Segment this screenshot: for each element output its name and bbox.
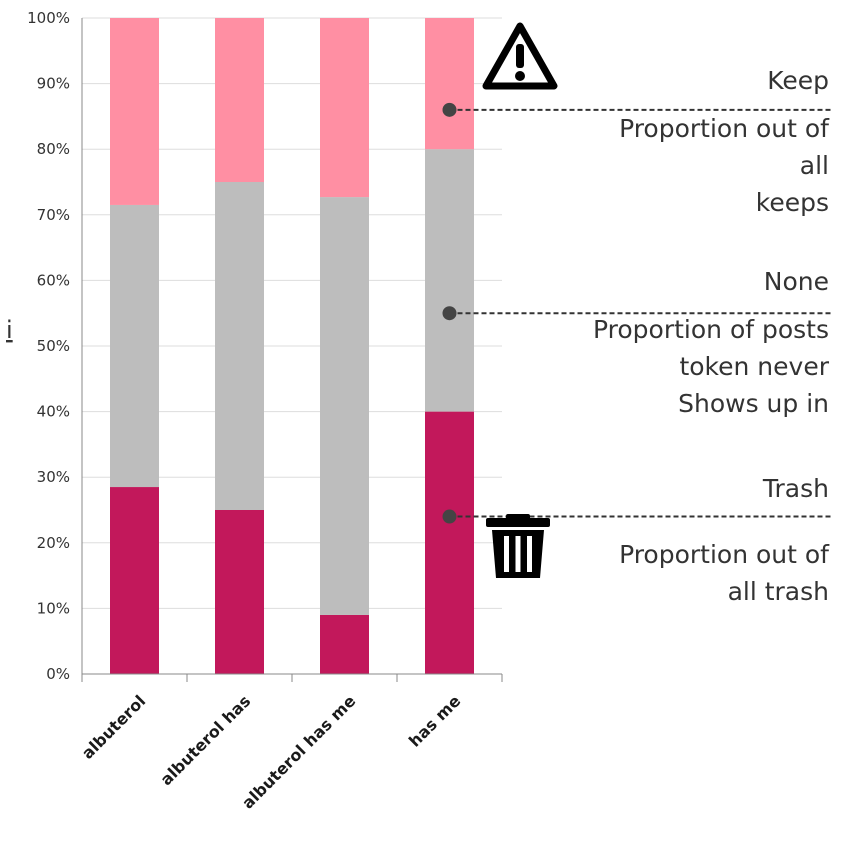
annotation-text: token never — [679, 352, 829, 381]
y-tick-label: 90% — [37, 75, 70, 93]
bar-trash — [110, 487, 159, 674]
y-tick-label: 30% — [37, 468, 70, 486]
annotation-text: Shows up in — [678, 389, 829, 418]
annotation-pointer-dot — [442, 306, 457, 321]
bar-trash — [320, 614, 369, 674]
annotation-text: keeps — [756, 188, 829, 217]
annotation-title: Keep — [767, 66, 829, 95]
annotation-title: Trash — [762, 474, 829, 503]
annotation-pointer-dot — [442, 102, 457, 117]
bar-none — [425, 149, 474, 412]
bar-keep — [110, 18, 159, 205]
annotation-pointer-dot — [442, 509, 457, 524]
trash-icon — [486, 514, 550, 578]
y-tick-label: 50% — [37, 337, 70, 355]
x-tick-label: has me — [405, 691, 464, 750]
y-tick-label: 40% — [37, 403, 70, 421]
x-tick-label: albuterol has me — [238, 691, 359, 812]
bar-keep — [320, 18, 369, 198]
y-tick-label: 10% — [37, 599, 70, 617]
annotation-text: Proportion out of — [619, 540, 830, 569]
annotation-text: all trash — [728, 577, 829, 606]
annotation-text: Proportion out of — [619, 114, 830, 143]
bar-trash — [215, 510, 264, 674]
y-tick-label: 70% — [37, 206, 70, 224]
bar-keep — [215, 18, 264, 182]
warning-icon — [482, 22, 558, 90]
y-tick-label: 100% — [27, 9, 70, 27]
y-tick-label: 80% — [37, 140, 70, 158]
y-tick-label: 20% — [37, 534, 70, 552]
bar-none — [110, 204, 159, 488]
annotation-text: all — [800, 151, 829, 180]
x-tick-label: albuterol — [78, 691, 149, 762]
bar-none — [215, 182, 264, 510]
y-tick-label: 60% — [37, 271, 70, 289]
bar-trash — [425, 411, 474, 674]
annotation-text: Proportion of posts — [593, 315, 829, 344]
bars — [110, 18, 474, 674]
side-label: i — [6, 316, 13, 344]
annotations: Keep Proportion out of all keeps None Proport… — [442, 66, 832, 606]
x-tick-label: albuterol has — [157, 691, 255, 789]
bar-keep — [425, 18, 474, 150]
bar-none — [320, 197, 369, 615]
annotation-title: None — [764, 267, 829, 296]
y-tick-label: 0% — [46, 665, 70, 683]
